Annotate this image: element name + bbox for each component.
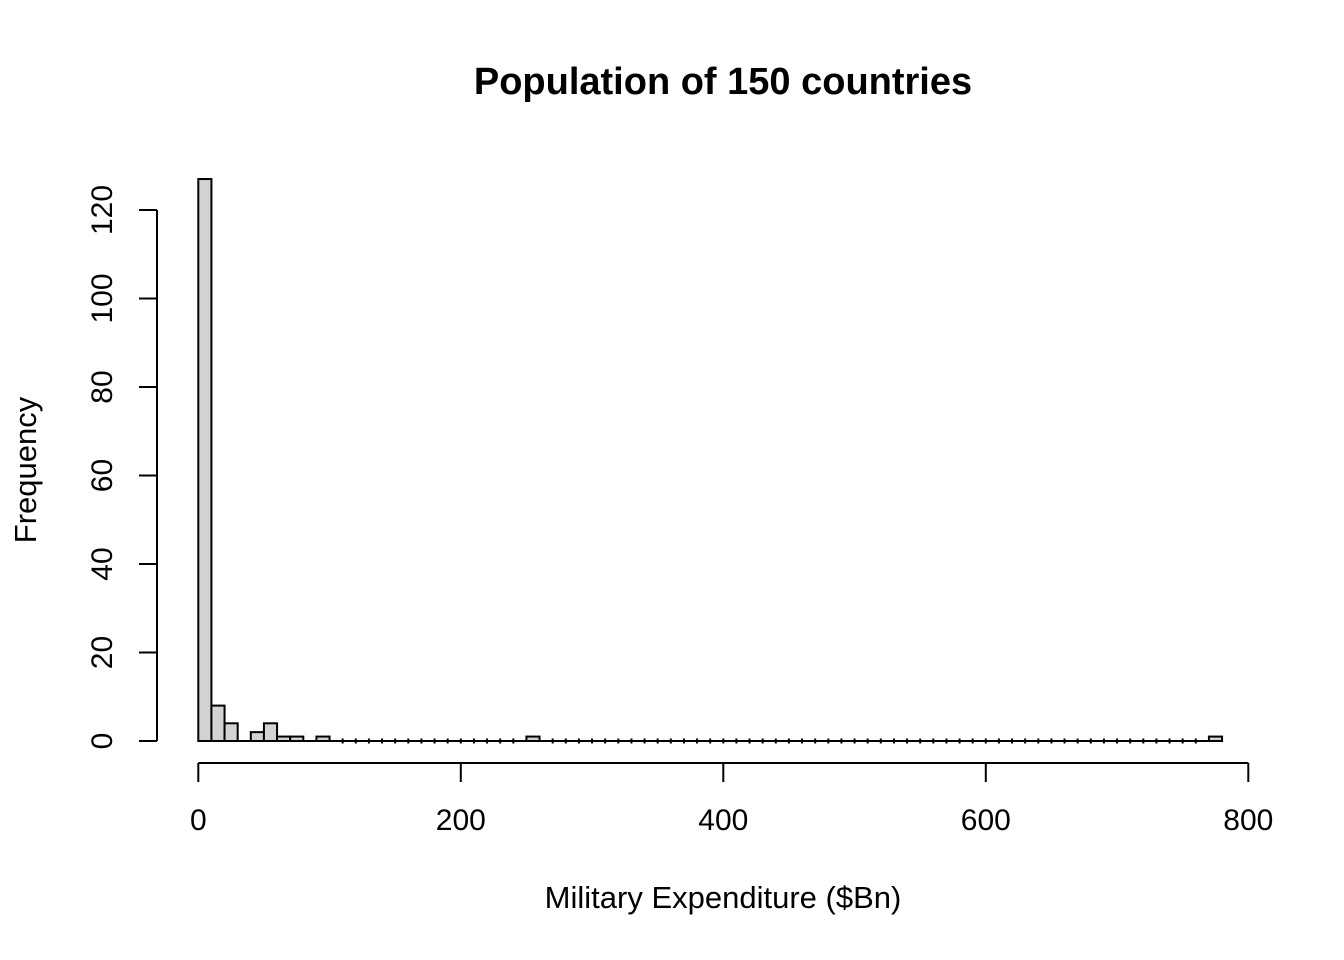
- x-axis: 0 200 400 600 800: [190, 762, 1273, 837]
- x-tick-label: 200: [436, 804, 486, 837]
- x-axis-title: Military Expenditure ($Bn): [545, 880, 902, 915]
- y-axis-title: Frequency: [8, 396, 43, 543]
- x-tick-label: 0: [190, 804, 207, 837]
- y-tick-label: 80: [86, 370, 119, 403]
- y-tick-label: 40: [86, 547, 119, 580]
- y-tick-label: 100: [86, 273, 119, 323]
- y-tick-label: 20: [86, 636, 119, 669]
- y-tick-label: 120: [86, 185, 119, 235]
- y-axis: 0 20 40 60 80 100 120: [86, 185, 158, 750]
- x-tick-label: 400: [698, 804, 748, 837]
- histogram-bar: [197, 178, 213, 742]
- y-tick-label: 0: [86, 733, 119, 750]
- histogram-bar: [249, 731, 265, 743]
- x-tick-label: 600: [961, 804, 1011, 837]
- histogram-bar: [210, 704, 226, 742]
- y-tick-label: 60: [86, 459, 119, 492]
- bars-group: [197, 178, 1224, 743]
- histogram-bar: [223, 722, 239, 742]
- histogram-bar: [262, 722, 279, 742]
- x-tick-label: 800: [1223, 804, 1273, 837]
- chart-title: Population of 150 countries: [474, 61, 972, 103]
- baseline-group: [198, 738, 1223, 744]
